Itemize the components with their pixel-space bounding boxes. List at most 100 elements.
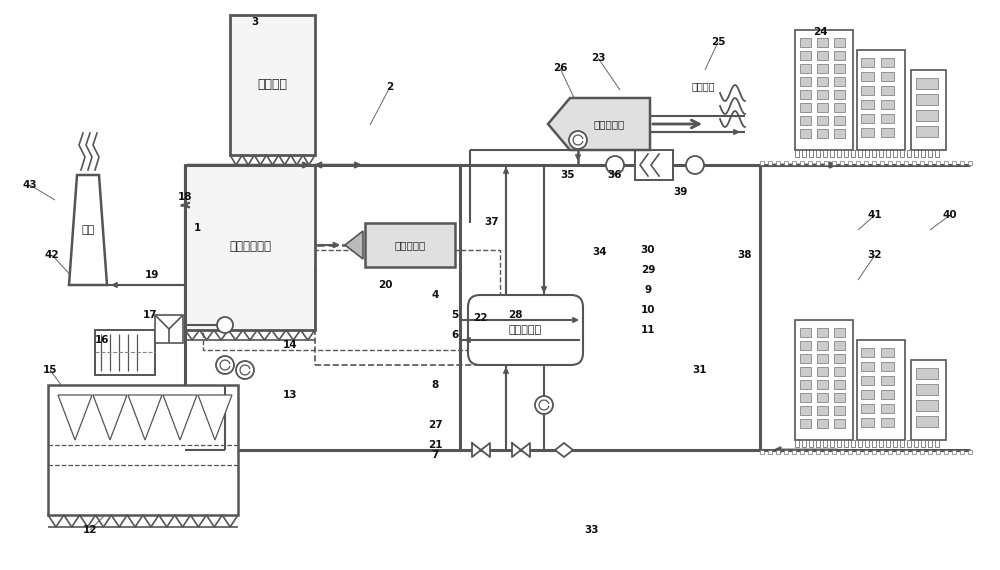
FancyBboxPatch shape — [808, 161, 812, 165]
Text: 34: 34 — [593, 247, 607, 257]
FancyBboxPatch shape — [928, 150, 932, 157]
FancyBboxPatch shape — [802, 440, 806, 447]
FancyBboxPatch shape — [834, 116, 845, 125]
FancyBboxPatch shape — [834, 77, 845, 86]
FancyBboxPatch shape — [155, 315, 183, 343]
FancyBboxPatch shape — [861, 348, 874, 357]
FancyBboxPatch shape — [800, 354, 811, 363]
FancyBboxPatch shape — [792, 450, 796, 454]
FancyBboxPatch shape — [960, 161, 964, 165]
FancyBboxPatch shape — [944, 161, 948, 165]
Text: 23: 23 — [591, 53, 605, 63]
FancyBboxPatch shape — [792, 161, 796, 165]
Polygon shape — [548, 98, 650, 150]
FancyBboxPatch shape — [864, 161, 868, 165]
Circle shape — [216, 356, 234, 374]
Text: 28: 28 — [508, 310, 522, 320]
FancyBboxPatch shape — [914, 440, 918, 447]
Polygon shape — [345, 231, 363, 259]
Text: 3: 3 — [251, 17, 259, 27]
FancyBboxPatch shape — [858, 150, 862, 157]
FancyBboxPatch shape — [834, 38, 845, 47]
FancyBboxPatch shape — [881, 100, 894, 109]
Text: 汽水换热器: 汽水换热器 — [508, 325, 542, 335]
FancyBboxPatch shape — [881, 404, 894, 413]
Text: 提取冷水: 提取冷水 — [691, 81, 715, 91]
Polygon shape — [198, 395, 232, 440]
Polygon shape — [69, 175, 107, 285]
FancyBboxPatch shape — [817, 77, 828, 86]
FancyBboxPatch shape — [817, 90, 828, 99]
Text: 38: 38 — [738, 250, 752, 260]
FancyBboxPatch shape — [921, 150, 925, 157]
FancyBboxPatch shape — [832, 450, 836, 454]
FancyBboxPatch shape — [856, 161, 860, 165]
FancyBboxPatch shape — [872, 440, 876, 447]
Text: 41: 41 — [868, 210, 882, 220]
FancyBboxPatch shape — [95, 330, 155, 375]
Text: 4: 4 — [431, 290, 439, 300]
Text: 14: 14 — [283, 340, 297, 350]
FancyBboxPatch shape — [776, 161, 780, 165]
FancyBboxPatch shape — [800, 419, 811, 428]
FancyBboxPatch shape — [861, 362, 874, 371]
FancyBboxPatch shape — [880, 450, 884, 454]
Circle shape — [569, 131, 587, 149]
Text: 27: 27 — [428, 420, 442, 430]
FancyBboxPatch shape — [960, 450, 964, 454]
FancyBboxPatch shape — [784, 161, 788, 165]
FancyBboxPatch shape — [888, 450, 892, 454]
FancyBboxPatch shape — [881, 390, 894, 399]
FancyBboxPatch shape — [881, 348, 894, 357]
FancyBboxPatch shape — [795, 30, 853, 150]
FancyBboxPatch shape — [817, 419, 828, 428]
Text: 32: 32 — [868, 250, 882, 260]
FancyBboxPatch shape — [830, 150, 834, 157]
FancyBboxPatch shape — [365, 223, 455, 267]
FancyBboxPatch shape — [800, 380, 811, 389]
FancyBboxPatch shape — [872, 161, 876, 165]
Text: 6: 6 — [451, 330, 459, 340]
Polygon shape — [472, 443, 490, 457]
FancyBboxPatch shape — [800, 328, 811, 337]
FancyBboxPatch shape — [817, 354, 828, 363]
Circle shape — [535, 396, 553, 414]
FancyBboxPatch shape — [861, 404, 874, 413]
Text: 燃气锅炉: 燃气锅炉 — [257, 79, 287, 92]
FancyBboxPatch shape — [861, 58, 874, 67]
FancyBboxPatch shape — [635, 150, 673, 180]
FancyBboxPatch shape — [817, 367, 828, 376]
FancyBboxPatch shape — [893, 440, 897, 447]
FancyBboxPatch shape — [834, 90, 845, 99]
FancyBboxPatch shape — [824, 450, 828, 454]
Text: 烟囱: 烟囱 — [81, 225, 95, 235]
FancyBboxPatch shape — [916, 126, 938, 137]
FancyBboxPatch shape — [800, 64, 811, 73]
FancyBboxPatch shape — [830, 440, 834, 447]
Circle shape — [686, 156, 704, 174]
FancyBboxPatch shape — [230, 15, 315, 155]
FancyBboxPatch shape — [881, 418, 894, 427]
FancyBboxPatch shape — [817, 51, 828, 60]
Text: 16: 16 — [95, 335, 109, 345]
FancyBboxPatch shape — [817, 129, 828, 138]
FancyBboxPatch shape — [881, 128, 894, 137]
FancyBboxPatch shape — [900, 150, 904, 157]
Text: 30: 30 — [641, 245, 655, 255]
FancyBboxPatch shape — [936, 161, 940, 165]
FancyBboxPatch shape — [879, 440, 883, 447]
FancyBboxPatch shape — [861, 128, 874, 137]
FancyBboxPatch shape — [800, 103, 811, 112]
Text: 吸收式热泵: 吸收式热泵 — [594, 119, 625, 129]
FancyBboxPatch shape — [768, 450, 772, 454]
FancyBboxPatch shape — [768, 161, 772, 165]
Text: 5: 5 — [451, 310, 459, 320]
FancyBboxPatch shape — [800, 77, 811, 86]
FancyBboxPatch shape — [848, 161, 852, 165]
Text: 36: 36 — [608, 170, 622, 180]
FancyBboxPatch shape — [800, 129, 811, 138]
Text: 9: 9 — [644, 285, 652, 295]
FancyBboxPatch shape — [952, 450, 956, 454]
FancyBboxPatch shape — [817, 341, 828, 350]
FancyBboxPatch shape — [865, 150, 869, 157]
